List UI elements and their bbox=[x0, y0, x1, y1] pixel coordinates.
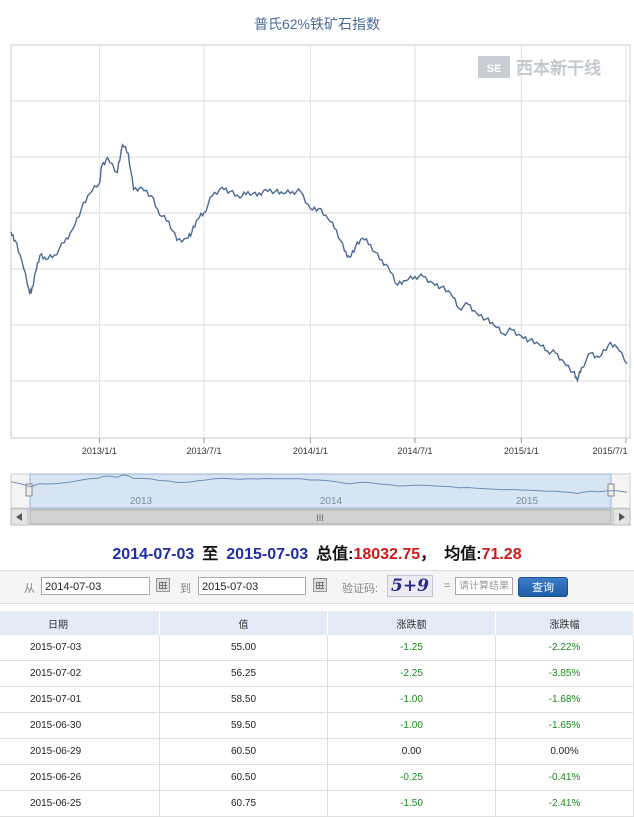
cell-change-pct: -2.22% bbox=[495, 635, 634, 661]
chart-title: 普氏62%铁矿石指数 bbox=[253, 16, 381, 32]
chart-area[interactable]: 2013/1/1 2013/7/1 2014/1/1 2014/7/1 2015/1/1… bbox=[0, 0, 634, 535]
table-row: 2015-07-02 56.25 -2.25 -3.85% bbox=[0, 660, 634, 687]
cell-change-pct: -2.41% bbox=[495, 790, 634, 817]
table-row: 2015-06-30 59.50 -1.00 -1.65% bbox=[0, 712, 634, 739]
summary-avg-label: 均值: bbox=[444, 546, 482, 563]
cell-change: -1.50 bbox=[327, 790, 496, 817]
from-label: 从 bbox=[24, 583, 35, 595]
summary-total-label: 总值: bbox=[316, 546, 354, 563]
cell-value: 60.50 bbox=[159, 764, 328, 791]
x-tick-label: 2013/1/1 bbox=[82, 446, 117, 456]
cell-date: 2015-07-02 bbox=[0, 660, 160, 687]
grid-lines bbox=[11, 45, 630, 438]
summary-avg-value: 71.28 bbox=[481, 546, 522, 563]
navigator-series-line bbox=[10, 474, 628, 495]
cell-value: 59.50 bbox=[159, 712, 328, 739]
cell-date: 2015-06-25 bbox=[0, 790, 160, 817]
to-date-input[interactable]: 2015-07-03 bbox=[198, 577, 306, 595]
navigator[interactable]: 2013 2014 2015 bbox=[10, 473, 631, 509]
cell-value: 60.75 bbox=[159, 790, 328, 817]
summary-to-word: 至 bbox=[202, 546, 219, 563]
table-row: 2015-06-26 60.50 -0.25 -0.41% bbox=[0, 764, 634, 791]
filter-bar: 从 2014-07-03 到 2015-07-03 验证码: 5+9 = 请计算… bbox=[0, 570, 634, 604]
summary-end-date: 2015-07-03 bbox=[226, 546, 309, 563]
cell-change: -1.00 bbox=[327, 712, 496, 739]
svg-text:西本新干线: 西本新干线 bbox=[516, 58, 601, 79]
query-button[interactable]: 查询 bbox=[518, 577, 568, 597]
x-tick-label: 2014/1/1 bbox=[293, 446, 328, 456]
table-row: 2015-06-25 60.75 -1.50 -2.41% bbox=[0, 790, 634, 817]
cell-change-pct: 0.00% bbox=[495, 738, 634, 765]
cell-date: 2015-06-29 bbox=[0, 738, 160, 765]
plot-frame bbox=[10, 44, 631, 439]
captcha-image[interactable]: 5+9 bbox=[387, 575, 433, 597]
svg-text:SE: SE bbox=[487, 63, 502, 75]
navigator-left-handle[interactable] bbox=[25, 483, 33, 497]
navigator-selection[interactable] bbox=[29, 473, 612, 509]
navigator-year-2015: 2015 bbox=[516, 496, 539, 507]
svg-text:III: III bbox=[316, 513, 324, 523]
cell-change-pct: -1.65% bbox=[495, 712, 634, 739]
scrollbar[interactable]: III bbox=[10, 508, 631, 526]
table-row: 2015-07-01 58.50 -1.00 -1.68% bbox=[0, 686, 634, 713]
cell-value: 56.25 bbox=[159, 660, 328, 687]
equals-sign: = bbox=[444, 580, 451, 592]
price-series-line bbox=[10, 143, 628, 383]
navigator-year-2013: 2013 bbox=[130, 496, 153, 507]
from-date-input[interactable]: 2014-07-03 bbox=[41, 577, 150, 595]
x-axis: 2013/1/1 2013/7/1 2014/1/1 2014/7/1 2015/1/1… bbox=[82, 438, 628, 456]
x-tick-label: 2013/7/1 bbox=[187, 446, 222, 456]
table-header-row: 日期 值 涨跌额 涨跌幅 bbox=[0, 611, 634, 635]
col-header-value: 值 bbox=[159, 611, 328, 635]
watermark-logo: SE 西本新干线 bbox=[478, 56, 601, 79]
cell-change-pct: -3.85% bbox=[495, 660, 634, 687]
arrow-left-icon bbox=[16, 513, 22, 521]
cell-value: 58.50 bbox=[159, 686, 328, 713]
cell-date: 2015-07-03 bbox=[0, 635, 160, 661]
summary-line: 2014-07-03 至 2015-07-03 总值:18032.75， 均值:71.2… bbox=[0, 540, 634, 564]
cell-date: 2015-07-01 bbox=[0, 686, 160, 713]
scrollbar-thumb[interactable] bbox=[29, 509, 612, 525]
summary-separator: ， bbox=[420, 546, 437, 563]
cell-change: -0.25 bbox=[327, 764, 496, 791]
cell-change: -1.25 bbox=[327, 635, 496, 661]
cell-change: -1.00 bbox=[327, 686, 496, 713]
data-table: 日期 值 涨跌额 涨跌幅 2015-07-03 55.00 -1.25 -2.22% 2… bbox=[0, 611, 634, 817]
x-tick-label: 2014/7/1 bbox=[397, 446, 432, 456]
col-header-date: 日期 bbox=[0, 611, 160, 635]
table-row: 2015-06-29 60.50 0.00 0.00% bbox=[0, 738, 634, 765]
captcha-label: 验证码: bbox=[342, 583, 379, 595]
cell-change: 0.00 bbox=[327, 738, 496, 765]
x-tick-label: 2015/1/1 bbox=[504, 446, 539, 456]
cell-change-pct: -0.41% bbox=[495, 764, 634, 791]
col-header-change-pct: 涨跌幅 bbox=[495, 611, 634, 635]
summary-total-value: 18032.75 bbox=[353, 546, 421, 563]
arrow-right-icon bbox=[619, 513, 625, 521]
to-label: 到 bbox=[180, 583, 191, 595]
calendar-icon[interactable] bbox=[156, 578, 170, 592]
cell-change-pct: -1.68% bbox=[495, 686, 634, 713]
navigator-year-2014: 2014 bbox=[320, 496, 343, 507]
cell-date: 2015-06-30 bbox=[0, 712, 160, 739]
table-row: 2015-07-03 55.00 -1.25 -2.22% bbox=[0, 635, 634, 661]
calendar-icon[interactable] bbox=[313, 578, 327, 592]
navigator-right-handle[interactable] bbox=[607, 483, 615, 497]
cell-date: 2015-06-26 bbox=[0, 764, 160, 791]
cell-change: -2.25 bbox=[327, 660, 496, 687]
captcha-answer-input[interactable]: 请计算结果 bbox=[455, 577, 513, 595]
cell-value: 60.50 bbox=[159, 738, 328, 765]
summary-start-date: 2014-07-03 bbox=[112, 546, 195, 563]
cell-value: 55.00 bbox=[159, 635, 328, 661]
col-header-change: 涨跌额 bbox=[327, 611, 496, 635]
x-tick-label: 2015/7/1 bbox=[592, 446, 627, 456]
